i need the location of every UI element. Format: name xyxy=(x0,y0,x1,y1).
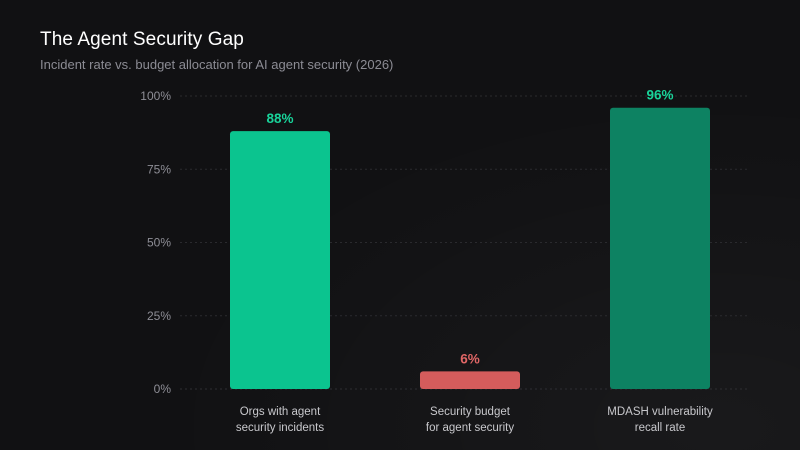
bar xyxy=(230,131,330,389)
chart-subtitle: Incident rate vs. budget allocation for … xyxy=(40,57,394,72)
x-category-label: Security budget xyxy=(430,406,511,418)
bar-value-label: 88% xyxy=(266,111,293,126)
x-category-label: security incidents xyxy=(236,422,324,434)
bar xyxy=(420,371,520,389)
chart-title: The Agent Security Gap xyxy=(40,29,244,50)
x-category-label: recall rate xyxy=(635,422,686,434)
bar-value-label: 6% xyxy=(460,351,480,366)
x-category-label: MDASH vulnerability xyxy=(607,406,713,418)
y-tick-label: 75% xyxy=(147,162,171,176)
x-category-label: Orgs with agent xyxy=(240,406,321,418)
y-tick-label: 100% xyxy=(140,89,171,103)
y-tick-label: 25% xyxy=(147,309,171,323)
y-tick-label: 50% xyxy=(147,236,171,250)
bar-value-label: 96% xyxy=(646,88,673,103)
y-tick-label: 0% xyxy=(154,382,172,396)
x-category-label: for agent security xyxy=(426,422,514,434)
bar xyxy=(610,107,710,389)
